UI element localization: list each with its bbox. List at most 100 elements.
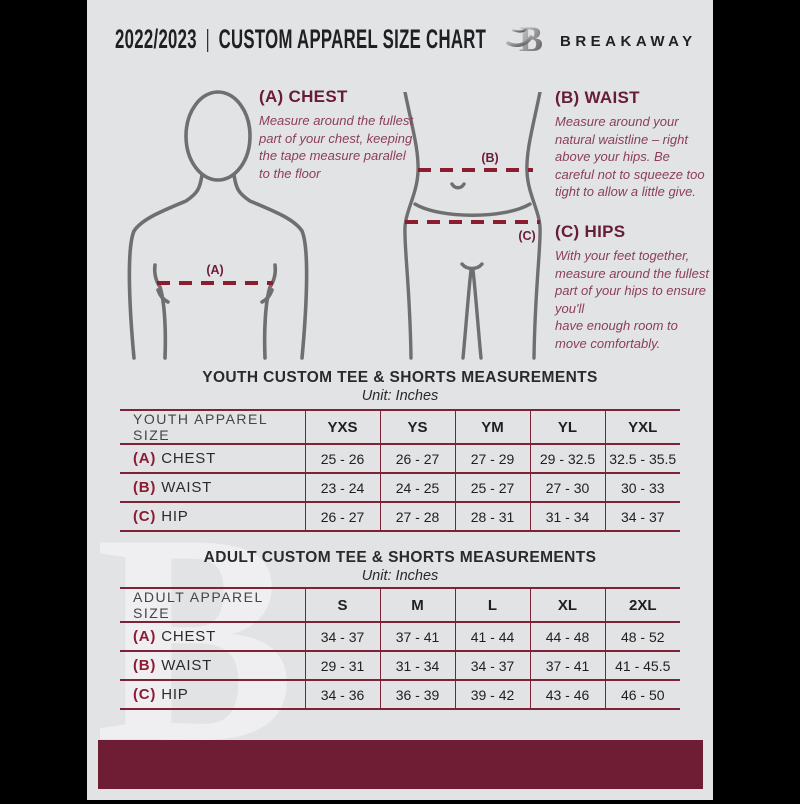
row-label-cell: (A) CHEST	[120, 443, 305, 473]
measurement-value: 24 - 25	[379, 472, 455, 502]
row-label-cell: (B) WAIST	[120, 472, 305, 502]
youth-unit-label: Unit: Inches	[361, 388, 439, 404]
row-marker: (C)	[133, 508, 157, 525]
brand-group: B BREAKAWAY	[505, 18, 697, 58]
measurement-value: 34 - 37	[604, 501, 680, 532]
measurement-value: 30 - 33	[604, 472, 680, 502]
measurement-value: 27 - 30	[529, 472, 605, 502]
figure-right-torso	[262, 263, 278, 360]
measurement-value: 29 - 31	[304, 650, 380, 680]
measurement-value: 37 - 41	[529, 650, 605, 680]
table-row: (B) WAIST 29 - 31 31 - 34 34 - 37 37 - 4…	[120, 650, 680, 680]
table-row: (C) HIP 34 - 36 36 - 39 39 - 42 43 - 46 …	[120, 679, 680, 710]
row-marker: (B)	[133, 479, 157, 496]
lower-body-figure: (B) (C)	[403, 92, 542, 360]
youth-section-title: YOUTH CUSTOM TEE & SHORTS MEASUREMENTS	[202, 369, 598, 386]
youth-size-table: YOUTH APPAREL SIZE YXS YS YM YL YXL (A) …	[120, 409, 680, 532]
figure-left-arm	[127, 173, 204, 360]
waist-instructions: Measure around your natural waistline – …	[555, 114, 705, 199]
row-label: HIP	[161, 508, 189, 525]
size-header: YL	[529, 409, 605, 444]
measurement-value: 41 - 45.5	[604, 650, 680, 680]
row-label: HIP	[161, 686, 189, 703]
header-divider: |	[205, 25, 210, 53]
size-column-header: ADULT APPAREL SIZE	[120, 587, 305, 622]
row-marker: (B)	[133, 657, 157, 674]
adult-unit-label: Unit: Inches	[361, 568, 439, 584]
measurement-value: 26 - 27	[304, 501, 380, 532]
table-row: (A) CHEST 25 - 26 26 - 27 27 - 29 29 - 3…	[120, 443, 680, 473]
size-header: 2XL	[604, 587, 680, 622]
measurement-value: 29 - 32.5	[529, 443, 605, 473]
measurement-value: 41 - 44	[454, 621, 530, 651]
table-row: (C) HIP 26 - 27 27 - 28 28 - 31 31 - 34 …	[120, 501, 680, 532]
header-year: 2022/2023	[115, 24, 197, 54]
measurement-value: 46 - 50	[604, 679, 680, 710]
measurement-value: 37 - 41	[379, 621, 455, 651]
measurement-value: 28 - 31	[454, 501, 530, 532]
figure-hip-curve	[413, 202, 532, 217]
figure-crotch-curve	[460, 262, 484, 271]
row-label-cell: (C) HIP	[120, 501, 305, 532]
size-header: YM	[454, 409, 530, 444]
measurement-value: 27 - 28	[379, 501, 455, 532]
adult-size-table: ADULT APPAREL SIZE S M L XL 2XL (A) CHES…	[120, 587, 680, 710]
measurement-value: 36 - 39	[379, 679, 455, 710]
size-header: YXS	[304, 409, 380, 444]
hips-marker-label: (C)	[518, 229, 535, 243]
measurement-value: 26 - 27	[379, 443, 455, 473]
figure-right-inner-leg	[471, 268, 483, 360]
size-header: M	[379, 587, 455, 622]
figure-left-inner-leg	[461, 268, 473, 360]
measurement-value: 48 - 52	[604, 621, 680, 651]
measurement-value: 25 - 27	[454, 472, 530, 502]
row-label: CHEST	[161, 450, 217, 467]
figure-left-torso	[152, 263, 168, 360]
size-column-header: YOUTH APPAREL SIZE	[120, 409, 305, 444]
measurement-value: 31 - 34	[379, 650, 455, 680]
measurement-value: 27 - 29	[454, 443, 530, 473]
measurement-value: 23 - 24	[304, 472, 380, 502]
page-title: CUSTOM APPAREL SIZE CHART	[218, 24, 487, 54]
row-label: WAIST	[161, 479, 213, 496]
measurement-value: 32.5 - 35.5	[604, 443, 680, 473]
adult-header-row: ADULT APPAREL SIZE S M L XL 2XL	[120, 587, 680, 622]
waist-heading: (B) WAIST	[555, 88, 640, 107]
chest-heading: (A) CHEST	[259, 87, 348, 106]
measurement-value: 25 - 26	[304, 443, 380, 473]
size-chart-page: B 2022/2023 | CUSTOM APPAREL SIZE CHART B …	[87, 0, 713, 800]
table-row: (A) CHEST 34 - 37 37 - 41 41 - 44 44 - 4…	[120, 621, 680, 651]
waist-marker-label: (B)	[481, 151, 498, 165]
measurement-value: 34 - 37	[454, 650, 530, 680]
row-marker: (A)	[133, 628, 157, 645]
upper-body-figure: (A)	[127, 90, 309, 360]
measurement-value: 34 - 36	[304, 679, 380, 710]
measurement-value: 39 - 42	[454, 679, 530, 710]
size-header: YXL	[604, 409, 680, 444]
row-label: WAIST	[161, 657, 213, 674]
size-header: XL	[529, 587, 605, 622]
measurement-value: 31 - 34	[529, 501, 605, 532]
table-row: (B) WAIST 23 - 24 24 - 25 25 - 27 27 - 3…	[120, 472, 680, 502]
measurement-value: 43 - 46	[529, 679, 605, 710]
figure-left-side	[403, 92, 420, 360]
youth-header-row: YOUTH APPAREL SIZE YXS YS YM YL YXL	[120, 409, 680, 444]
brand-name: BREAKAWAY	[560, 32, 697, 50]
row-label-cell: (B) WAIST	[120, 650, 305, 680]
size-header: L	[454, 587, 530, 622]
row-label: CHEST	[161, 628, 217, 645]
chest-marker-label: (A)	[206, 263, 223, 277]
figure-navel	[450, 182, 466, 190]
size-header: YS	[379, 409, 455, 444]
measurement-value: 44 - 48	[529, 621, 605, 651]
chest-instructions: Measure around the fullest part of your …	[259, 113, 413, 181]
row-label-cell: (A) CHEST	[120, 621, 305, 651]
adult-section-title: ADULT CUSTOM TEE & SHORTS MEASUREMENTS	[203, 549, 597, 566]
figure-right-arm	[232, 173, 309, 360]
row-label-cell: (C) HIP	[120, 679, 305, 710]
measurement-value: 34 - 37	[304, 621, 380, 651]
size-header: S	[304, 587, 380, 622]
hips-instructions: With your feet together, measure around …	[555, 248, 709, 351]
footer-bar	[98, 740, 703, 789]
row-marker: (A)	[133, 450, 157, 467]
